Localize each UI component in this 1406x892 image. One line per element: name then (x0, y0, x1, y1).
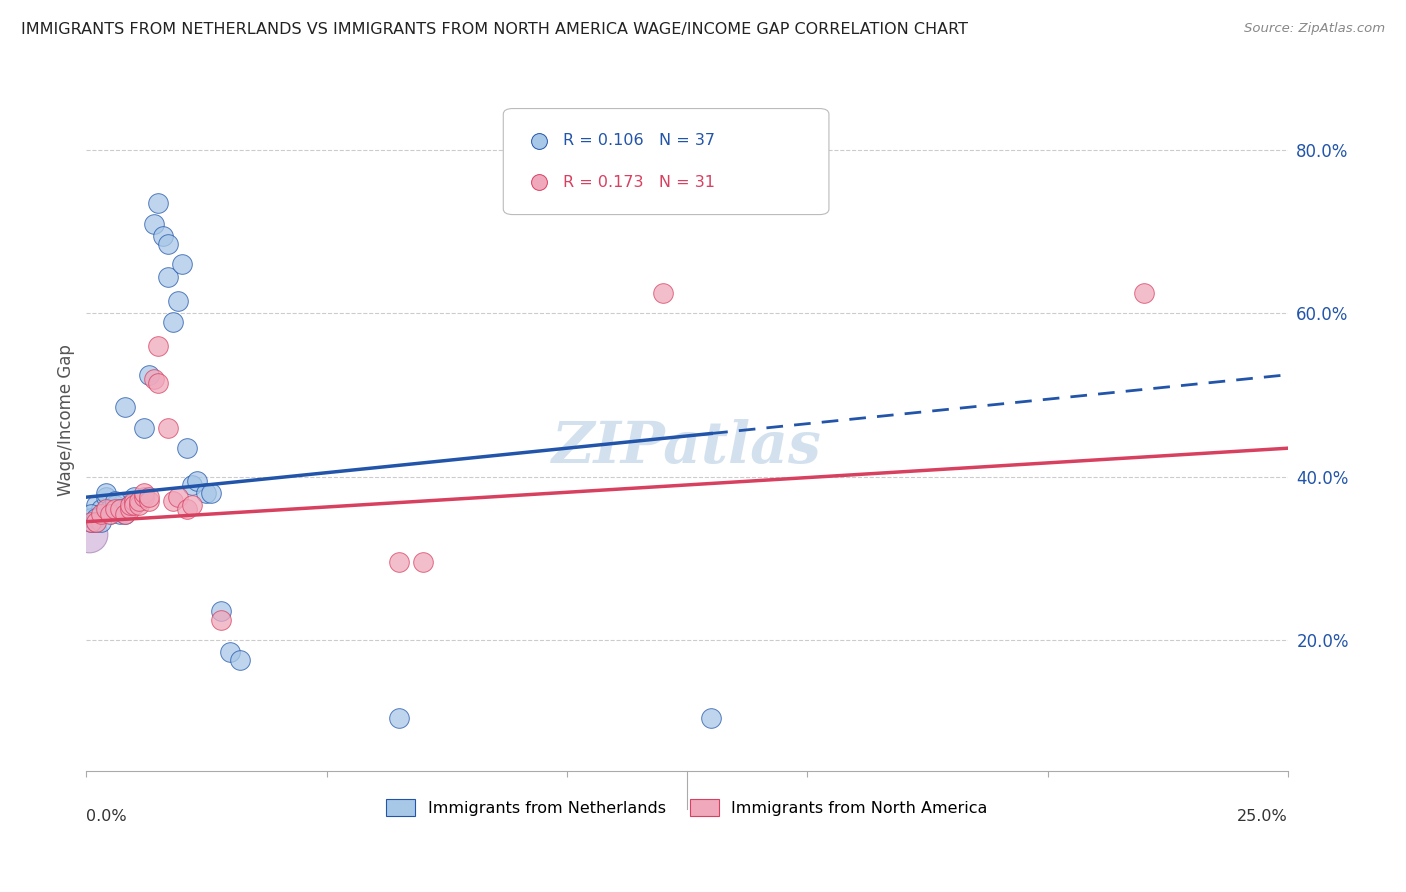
Point (90, 515, 112, 529)
Text: 25.0%: 25.0% (1237, 809, 1288, 824)
Point (90, 502, 112, 516)
Point (209, 605, 232, 619)
Point (166, 294, 188, 309)
Point (90, 507, 112, 521)
Point (128, 494, 150, 508)
Point (84, 515, 107, 529)
Point (195, 486, 218, 500)
Point (90, 507, 112, 521)
Point (219, 645, 242, 659)
Point (80, 515, 103, 529)
Point (132, 421, 155, 435)
Point (162, 494, 184, 508)
Point (104, 502, 127, 516)
Point (412, 556, 434, 570)
Point (98, 502, 121, 516)
Point (84, 510, 107, 524)
Point (114, 502, 136, 516)
Point (114, 401, 136, 415)
Point (142, 217, 165, 231)
Point (388, 711, 411, 725)
Point (148, 376, 170, 390)
Point (98, 507, 121, 521)
Point (104, 499, 127, 513)
Point (114, 507, 136, 521)
Point (98, 507, 121, 521)
Point (162, 315, 184, 329)
Point (176, 502, 198, 516)
Point (108, 502, 131, 516)
Point (152, 228, 174, 243)
Point (200, 486, 222, 500)
Text: Source: ZipAtlas.com: Source: ZipAtlas.com (1244, 22, 1385, 36)
Point (94, 490, 117, 504)
Legend: Immigrants from Netherlands, Immigrants from North America: Immigrants from Netherlands, Immigrants … (380, 793, 994, 822)
Point (114, 507, 136, 521)
Point (84, 499, 107, 513)
Point (142, 372, 165, 386)
Point (80, 510, 103, 524)
Point (388, 556, 411, 570)
Point (138, 494, 160, 508)
Point (156, 269, 179, 284)
Y-axis label: Wage/Income Gap: Wage/Income Gap (58, 343, 75, 496)
Point (80, 515, 103, 529)
Point (118, 502, 141, 516)
Point (229, 653, 252, 667)
Point (138, 368, 160, 382)
Point (181, 499, 204, 513)
Text: R = 0.106   N = 37: R = 0.106 N = 37 (564, 133, 716, 148)
Point (108, 507, 131, 521)
Point (138, 490, 160, 504)
Point (124, 499, 146, 513)
Point (186, 474, 208, 488)
Point (77, 527, 100, 541)
Point (209, 613, 232, 627)
Point (132, 490, 155, 504)
Text: IMMIGRANTS FROM NETHERLANDS VS IMMIGRANTS FROM NORTH AMERICA WAGE/INCOME GAP COR: IMMIGRANTS FROM NETHERLANDS VS IMMIGRANT… (21, 22, 969, 37)
Point (156, 421, 179, 435)
Point (1133, 286, 1156, 301)
Text: 0.0%: 0.0% (86, 809, 127, 824)
Point (94, 486, 117, 500)
Point (124, 494, 146, 508)
Point (176, 441, 198, 455)
Point (124, 490, 146, 504)
Point (166, 490, 188, 504)
Point (104, 494, 127, 508)
Point (172, 258, 194, 272)
Point (700, 711, 723, 725)
Point (108, 502, 131, 516)
Text: ZIPatlas: ZIPatlas (553, 419, 823, 476)
Point (80, 507, 103, 521)
Point (118, 499, 141, 513)
Point (148, 196, 170, 211)
Point (132, 486, 155, 500)
Text: R = 0.173   N = 31: R = 0.173 N = 31 (564, 175, 716, 190)
Point (128, 499, 150, 513)
FancyBboxPatch shape (503, 109, 830, 215)
Point (118, 499, 141, 513)
Point (148, 339, 170, 353)
Point (84, 515, 107, 529)
Point (652, 286, 675, 301)
Point (156, 237, 179, 252)
Point (94, 502, 117, 516)
Point (181, 478, 204, 492)
